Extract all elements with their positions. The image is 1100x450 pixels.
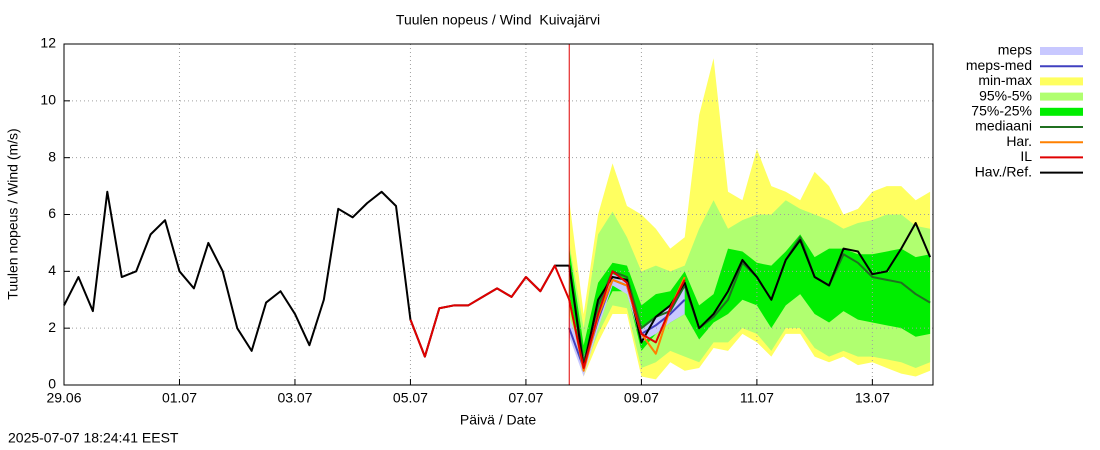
x-tick-label: 01.07 [162,390,197,406]
legend-swatch [1040,77,1083,86]
legend-swatch [1040,107,1083,116]
x-tick-label: 29.06 [46,390,81,406]
legend-swatch [1040,92,1083,101]
legend-label: IL [1020,148,1032,164]
band-area [569,234,931,368]
x-tick-label: 05.07 [393,390,428,406]
legend-swatch [1040,47,1083,55]
y-tick-label: 8 [48,148,56,164]
legend-label: 75%-25% [971,103,1032,119]
x-tick-label: 11.07 [740,390,774,406]
band-area [569,274,685,377]
legend-label: min-max [978,72,1032,88]
x-tick-label: 07.07 [508,390,543,406]
legend-label: meps [998,42,1032,58]
plot-frame [63,43,934,386]
legend-label: Har. [1006,133,1032,149]
y-tick-label: 12 [40,35,56,51]
x-axis-label: Päivä / Date [460,412,536,428]
legend-label: Hav./Ref. [975,163,1032,179]
x-tick-label: 03.07 [277,390,312,406]
x-tick-label: 13.07 [855,390,890,406]
x-tick-label: 09.07 [624,390,659,406]
legend-label: meps-med [966,57,1032,73]
timestamp: 2025-07-07 18:24:41 EEST [8,430,179,446]
legend-label: mediaani [975,118,1032,134]
series-line [409,264,686,369]
y-tick-label: 4 [48,262,56,278]
y-tick-label: 6 [48,205,56,221]
y-tick-label: 10 [40,92,56,108]
y-tick-label: 2 [48,319,56,335]
y-tick-label: 0 [48,376,56,392]
chart-title: Tuulen nopeus / Wind Kuivajärvi [396,12,600,28]
y-axis-label: Tuulen nopeus / Wind (m/s) [5,128,21,299]
legend-label: 95%-5% [979,87,1032,103]
